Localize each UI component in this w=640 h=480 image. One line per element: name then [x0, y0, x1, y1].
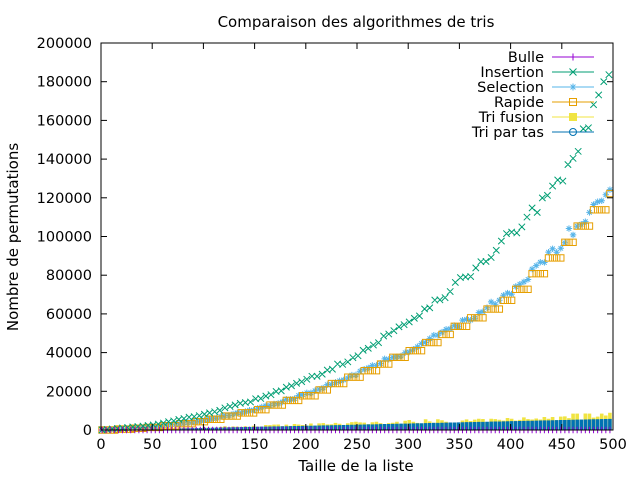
- x-tick-label: 450: [548, 437, 576, 453]
- legend-marker: [569, 53, 577, 61]
- y-tick-label: 60000: [46, 307, 92, 323]
- legend-label: Tri par tas: [471, 125, 544, 141]
- legend-item: Bulle: [508, 50, 594, 66]
- legend-label: Tri fusion: [478, 110, 544, 126]
- x-tick-label: 300: [394, 437, 422, 453]
- legend-item: Tri fusion: [478, 110, 594, 126]
- series-markers: [98, 189, 614, 434]
- y-axis-label: Nombre de permutations: [4, 143, 22, 331]
- x-tick-label: 500: [599, 437, 627, 453]
- legend-marker: [569, 128, 578, 136]
- legend-label: Insertion: [480, 65, 544, 81]
- y-tick-label: 140000: [37, 152, 92, 168]
- legend-marker: [569, 98, 577, 106]
- legend-label: Bulle: [508, 50, 544, 66]
- legend-marker: [569, 68, 577, 76]
- y-tick-label: 200000: [37, 36, 92, 52]
- x-tick-label: 350: [446, 437, 474, 453]
- series-selection: [98, 184, 614, 434]
- legend-item: Tri par tas: [471, 125, 594, 141]
- x-tick-label: 200: [292, 437, 320, 453]
- legend-marker: [569, 83, 577, 91]
- x-tick-label: 50: [143, 437, 161, 453]
- y-tick-label: 180000: [37, 75, 92, 91]
- x-tick-label: 0: [96, 437, 105, 453]
- x-axis: 0 50 100 150 200 250 300 350 400 450 500: [96, 43, 627, 453]
- y-axis: 0 20000 40000 60000 80000 100000 120000 140000 1…: [37, 36, 613, 439]
- x-tick-label: 150: [241, 437, 269, 453]
- y-tick-label: 80000: [46, 268, 92, 284]
- legend-label: Rapide: [494, 95, 544, 111]
- legend-marker: [569, 113, 577, 121]
- chart-title: Comparaison des algorithmes de tris: [218, 13, 495, 31]
- y-tick-label: 100000: [37, 230, 92, 246]
- y-tick-label: 40000: [46, 346, 92, 362]
- y-tick-label: 20000: [46, 384, 92, 400]
- y-tick-label: 120000: [37, 191, 92, 207]
- legend-item: Rapide: [494, 95, 594, 111]
- y-tick-label: 0: [83, 423, 92, 439]
- legend-item: Selection: [477, 80, 594, 96]
- x-tick-label: 400: [497, 437, 525, 453]
- x-tick-label: 100: [190, 437, 218, 453]
- legend-item: Insertion: [480, 65, 594, 81]
- x-axis-label: Taille de la liste: [297, 457, 413, 475]
- series-rapide: [98, 188, 614, 434]
- x-tick-label: 250: [343, 437, 371, 453]
- legend-label: Selection: [477, 80, 544, 96]
- series-markers: [98, 186, 614, 434]
- y-tick-label: 160000: [37, 113, 92, 129]
